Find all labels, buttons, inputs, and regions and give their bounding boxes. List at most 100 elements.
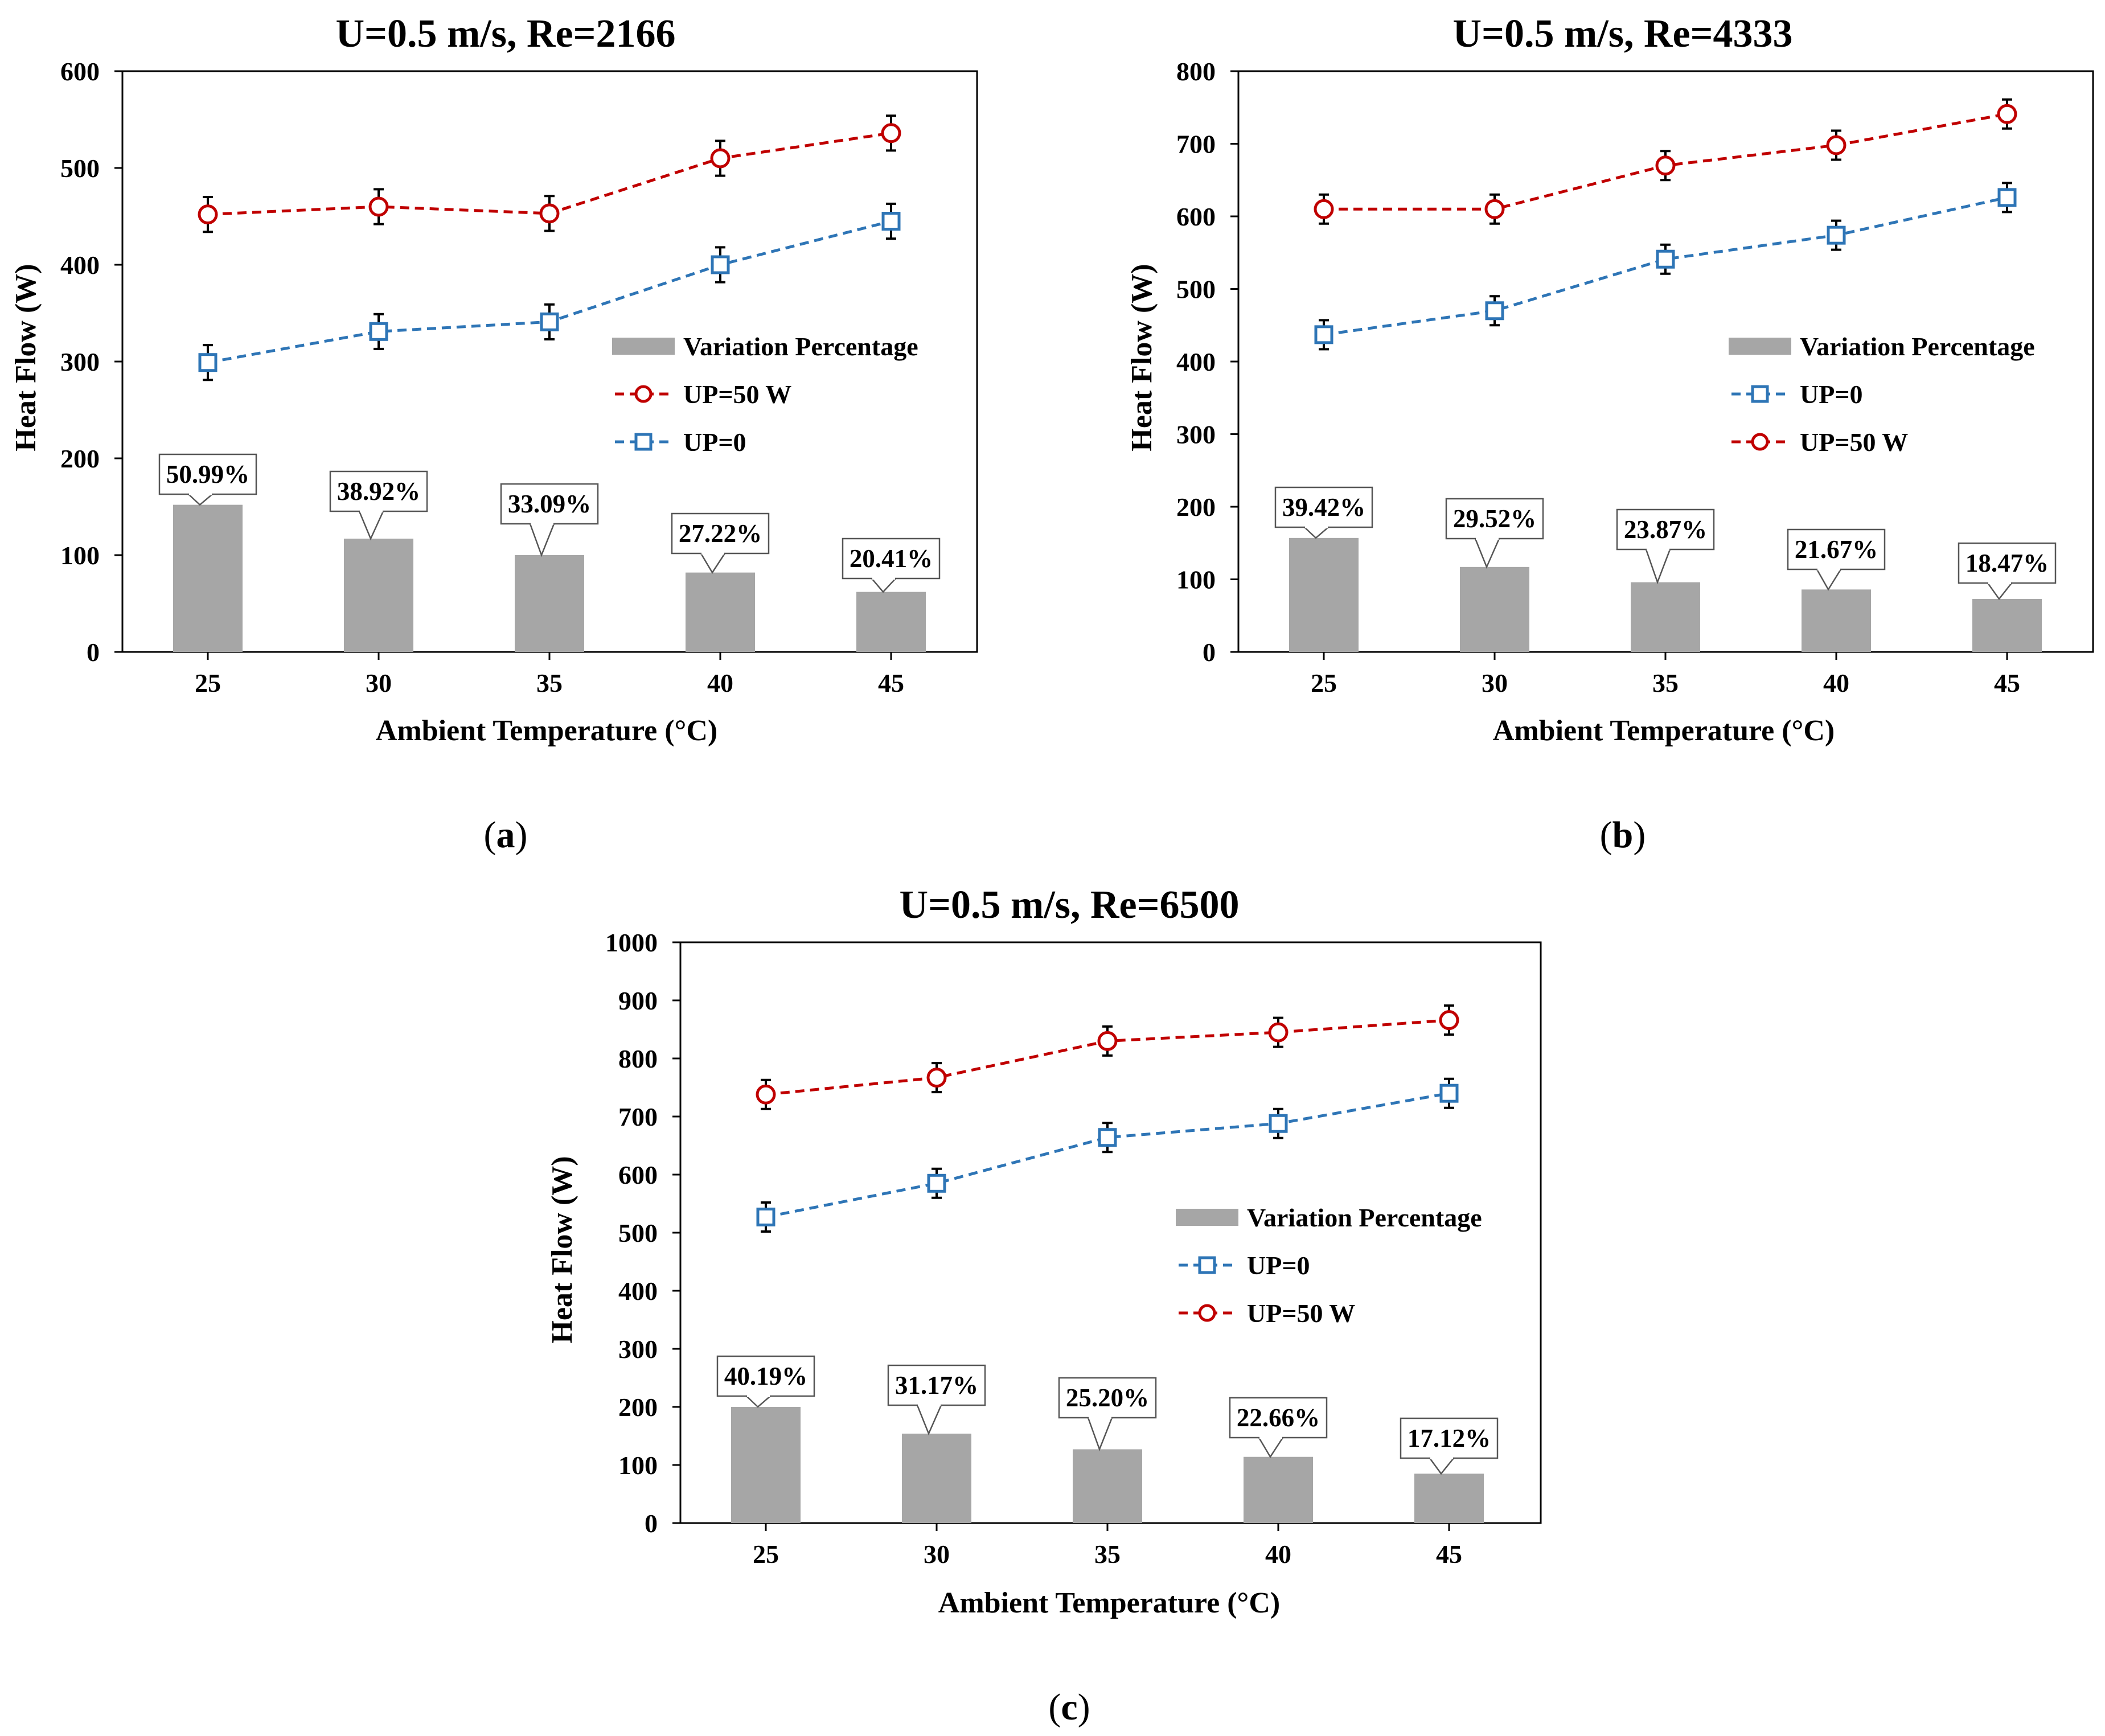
y-axis-label: Heat Flow (W): [10, 264, 42, 451]
bar-data-label: 23.87%: [1616, 508, 1715, 585]
chart-panel-b: U=0.5 m/s, Re=4333 Heat Flow (W) Ambient…: [1126, 12, 2094, 856]
y-tick-label: 1000: [605, 928, 658, 957]
panel-label-open: (: [484, 814, 496, 856]
y-tick-label: 400: [618, 1277, 658, 1306]
bar-data-label: 38.92%: [329, 470, 428, 541]
callout-pointer: [916, 1404, 942, 1436]
bar: [173, 504, 243, 652]
callout-box: [716, 1355, 815, 1397]
callout-pointer: [699, 552, 727, 574]
callout-pointer: [1815, 568, 1843, 591]
legend: Variation Percentage UP=0 UP=50 W: [1176, 1203, 1482, 1328]
bar-data-label: 40.19%: [716, 1355, 815, 1408]
callout-box: [1274, 486, 1373, 528]
legend-item: UP=50 W: [1179, 1299, 1355, 1328]
y-tick-label: 200: [618, 1393, 658, 1422]
legend-swatch: [612, 338, 675, 355]
callout-pointer: [744, 1395, 773, 1408]
y-tick-label: 100: [1176, 565, 1216, 594]
x-tick-label: 35: [536, 668, 563, 697]
bar: [1073, 1449, 1142, 1523]
x-tick-label: 35: [1094, 1540, 1121, 1569]
legend-swatch: [1729, 338, 1791, 355]
legend-label: UP=50 W: [1247, 1299, 1355, 1328]
x-tick-label: 45: [1994, 668, 2020, 697]
y-tick-label: 900: [618, 986, 658, 1015]
panel-label: (b): [1600, 814, 1646, 856]
callout-text: 38.92%: [337, 477, 420, 506]
legend-item: UP=0: [615, 428, 746, 457]
chart-panel-c: U=0.5 m/s, Re=6500 Heat Flow (W) Ambient…: [546, 883, 1542, 1728]
callout-box: [1058, 1377, 1157, 1419]
bar-data-label: 50.99%: [158, 453, 257, 506]
bar-data-label: 25.20%: [1058, 1377, 1157, 1451]
chart-title: U=0.5 m/s, Re=6500: [900, 883, 1240, 927]
legend-label: Variation Percentage: [1247, 1203, 1482, 1232]
callout-text: 21.67%: [1795, 535, 1878, 564]
legend-marker: [634, 433, 653, 451]
callout-box: [1958, 542, 2057, 584]
point-marker: [1439, 1084, 1459, 1103]
y-axis-label: Heat Flow (W): [546, 1156, 578, 1343]
panel-label-open: (: [1600, 814, 1612, 856]
x-tick-label: 35: [1652, 668, 1679, 697]
x-tick-label: 45: [878, 668, 904, 697]
legend-label: UP=0: [683, 428, 746, 457]
callout-pointer: [1257, 1437, 1285, 1459]
plot-area: 0 100 200 300 400 500 600 700 800 900 1000 25 30 35 40…: [605, 928, 1542, 1569]
point-marker: [1997, 104, 2017, 124]
legend-label: UP=50 W: [1800, 428, 1908, 457]
callout-pointer: [1986, 582, 2013, 601]
point-marker: [1656, 249, 1675, 269]
legend-label: Variation Percentage: [683, 332, 918, 361]
bar: [344, 539, 413, 652]
point-marker: [711, 255, 730, 274]
plot-area: 0 100 200 300 400 500 600 25 30 35 40 45 50.99% 38.92…: [60, 57, 978, 697]
plot-area: 0 100 200 300 400 500 600 700 800 25 30 35 40 45 39.42…: [1176, 57, 2094, 697]
y-tick-label: 300: [60, 347, 100, 376]
legend-label: UP=0: [1247, 1251, 1310, 1280]
chart-title: U=0.5 m/s, Re=2166: [336, 12, 676, 56]
panel-label: (a): [484, 814, 528, 856]
point-marker: [369, 322, 388, 341]
panel-label-letter: b: [1612, 814, 1634, 856]
point-marker: [927, 1173, 946, 1193]
callout-pointer: [1087, 1417, 1113, 1451]
legend-item: UP=0: [1731, 380, 1863, 409]
callout-box: [1616, 508, 1715, 551]
chart-panel-a: U=0.5 m/s, Re=2166 Heat Flow (W) Ambient…: [10, 12, 978, 856]
legend-item: UP=50 W: [1731, 428, 1908, 457]
bar: [1802, 589, 1871, 652]
callout-text: 39.42%: [1282, 493, 1365, 522]
y-tick-label: 0: [87, 638, 100, 667]
point-marker: [1484, 199, 1505, 219]
bar-data-label: 20.41%: [842, 537, 941, 593]
series-up-0: [756, 1077, 1459, 1233]
legend-marker: [1751, 385, 1769, 403]
bar: [902, 1433, 971, 1523]
panel-label-close: ): [1078, 1686, 1090, 1728]
legend-marker: [634, 385, 653, 403]
series-up-50w: [756, 1004, 1459, 1110]
y-tick-label: 600: [60, 57, 100, 86]
legend-item: Variation Percentage: [612, 332, 918, 361]
point-marker: [198, 353, 218, 372]
bar-data-label: 17.12%: [1400, 1417, 1499, 1475]
bar-data-label: 29.52%: [1445, 498, 1544, 569]
point-marker: [1439, 1010, 1459, 1031]
series-line: [1323, 196, 2008, 336]
callout-text: 23.87%: [1624, 515, 1707, 544]
y-tick-label: 500: [618, 1218, 658, 1247]
point-marker: [1655, 155, 1676, 176]
point-marker: [1098, 1128, 1117, 1147]
callout-box: [1445, 498, 1544, 540]
y-tick-label: 500: [60, 154, 100, 183]
callout-text: 18.47%: [1966, 549, 2049, 577]
point-marker: [1997, 188, 2017, 207]
bar-data-label: 22.66%: [1229, 1397, 1328, 1459]
point-marker: [198, 204, 218, 225]
panel-label: (c): [1048, 1686, 1090, 1728]
point-marker: [756, 1207, 775, 1226]
panel-label-close: ): [1633, 814, 1646, 856]
